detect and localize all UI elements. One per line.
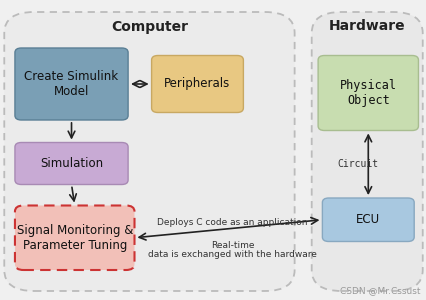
Text: Physical
Object: Physical Object [339,79,396,107]
FancyBboxPatch shape [15,206,134,270]
Text: Deploys C code as an application: Deploys C code as an application [157,218,307,227]
Text: CSDN @Mr.Cssust: CSDN @Mr.Cssust [339,286,420,296]
FancyBboxPatch shape [15,48,128,120]
FancyBboxPatch shape [317,56,417,130]
Text: Simulation: Simulation [40,157,103,170]
Text: Hardware: Hardware [328,20,405,34]
Text: Circuit: Circuit [336,159,377,169]
FancyBboxPatch shape [4,12,294,291]
FancyBboxPatch shape [322,198,413,242]
Text: Signal Monitoring &
Parameter Tuning: Signal Monitoring & Parameter Tuning [17,224,132,252]
Text: Create Simulink
Model: Create Simulink Model [24,70,118,98]
Text: ECU: ECU [355,213,380,226]
Text: Peripherals: Peripherals [164,77,230,91]
FancyBboxPatch shape [311,12,422,291]
Text: Real-time: Real-time [210,241,254,250]
FancyBboxPatch shape [15,142,128,184]
Text: data is exchanged with the hardware: data is exchanged with the hardware [148,250,317,259]
FancyBboxPatch shape [151,56,243,112]
Text: Computer: Computer [111,20,187,34]
